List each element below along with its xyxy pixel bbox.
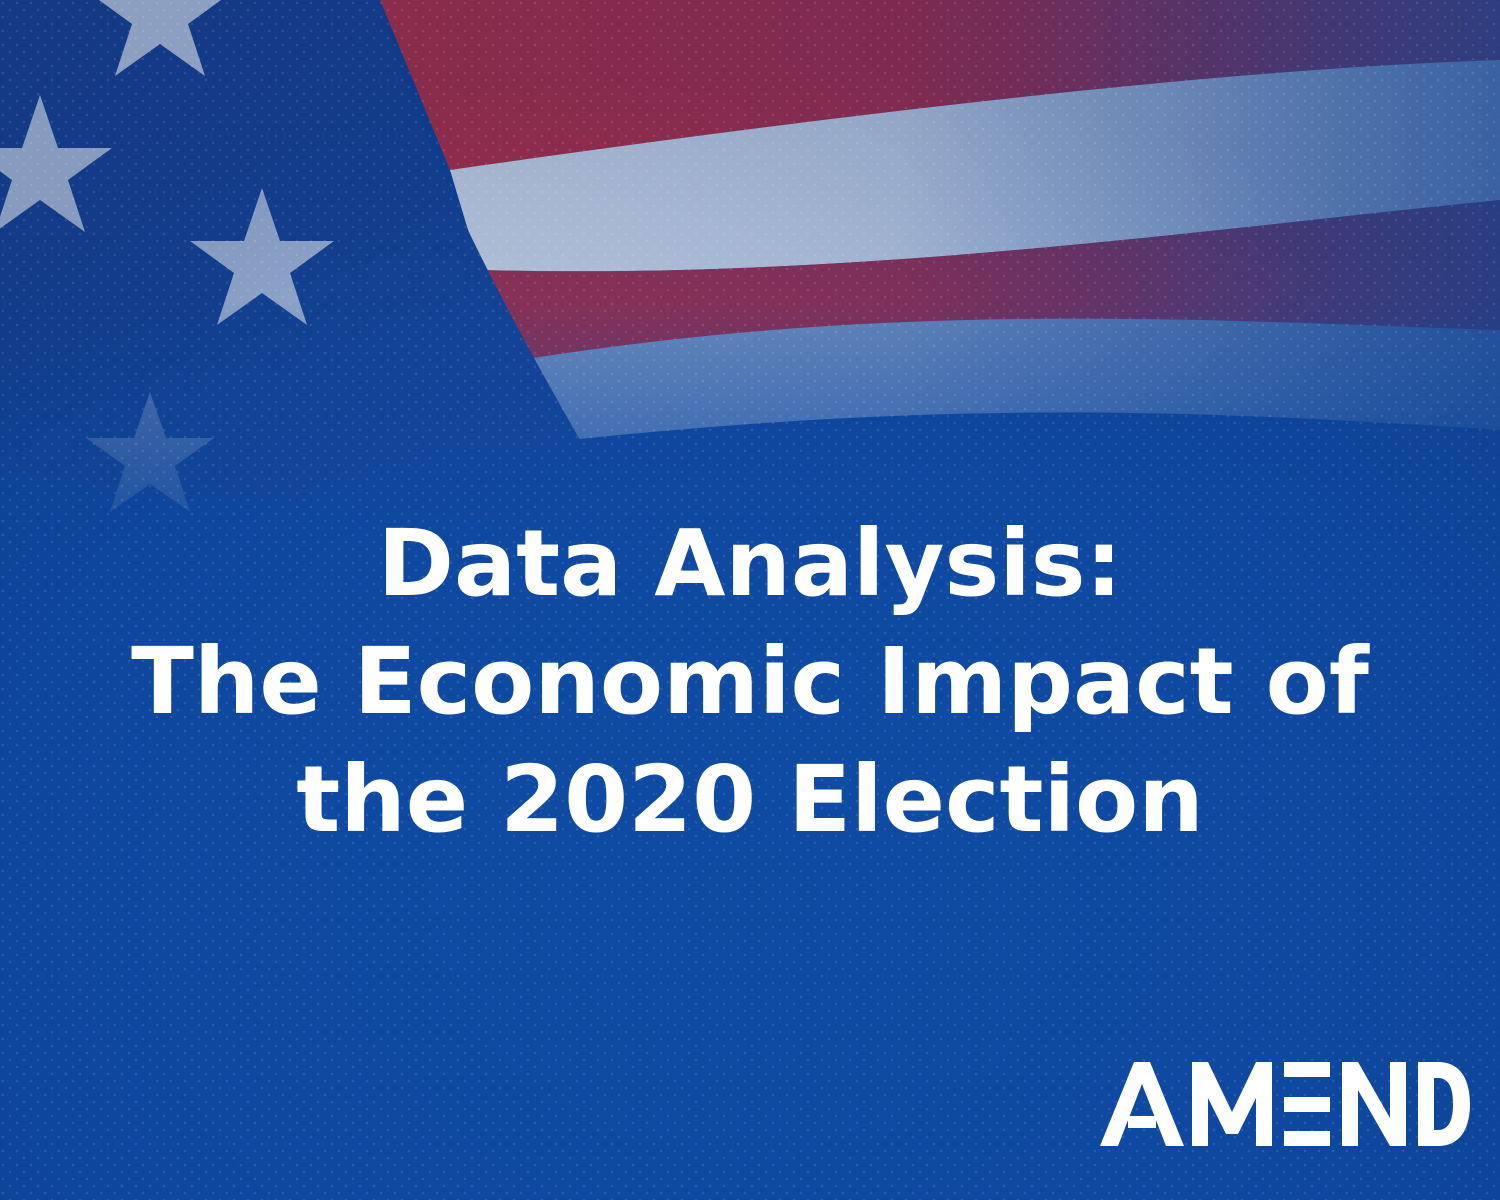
headline-line-1: Data Analysis: — [377, 510, 1123, 617]
amend-logo — [1100, 1062, 1470, 1146]
headline: Data Analysis: The Economic Impact of th… — [0, 505, 1500, 859]
headline-line-2: The Economic Impact of — [131, 628, 1369, 735]
headline-line-3: the 2020 Election — [296, 746, 1204, 853]
